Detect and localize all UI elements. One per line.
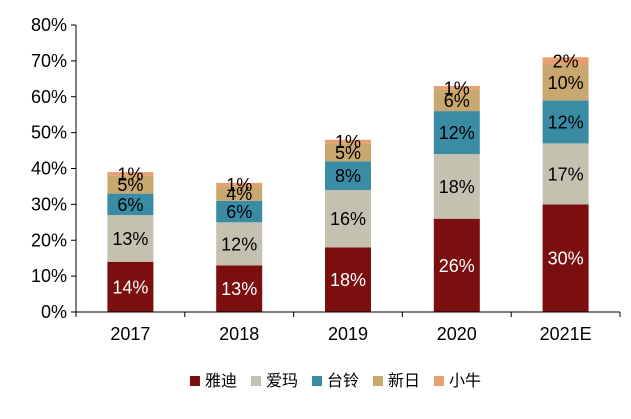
data-label: 26% <box>439 256 475 276</box>
bar-segment <box>216 200 263 223</box>
data-label: 1% <box>117 164 143 184</box>
bar-segment <box>107 175 154 194</box>
bar-segment <box>542 57 589 65</box>
legend-swatch <box>311 376 322 386</box>
legend-swatch <box>373 376 384 386</box>
data-labels: 14%13%6%5%1%13%12%6%4%1%18%16%8%5%1%26%1… <box>112 51 583 299</box>
data-label: 6% <box>117 195 143 215</box>
bar-segment <box>107 261 154 312</box>
bar-segment <box>542 204 589 312</box>
y-tick-label: 50% <box>31 123 67 143</box>
data-label: 18% <box>439 177 475 197</box>
legend-swatch <box>189 376 200 386</box>
data-label: 12% <box>548 112 584 132</box>
y-tick-label: 80% <box>31 15 67 35</box>
bar-segment <box>216 222 263 266</box>
legend-label: 台铃 <box>327 371 359 390</box>
bar-segment <box>542 143 589 205</box>
bar-segment <box>325 139 371 144</box>
bar-segment <box>325 247 371 312</box>
data-label: 6% <box>444 91 470 111</box>
bar-segment <box>325 143 371 162</box>
bar-segment <box>107 172 154 176</box>
bar-segment <box>433 218 480 312</box>
x-axis-ticks: 2017 2018 2019 2020 2021E <box>75 312 621 344</box>
y-tick-label: 40% <box>31 159 67 179</box>
x-tick-label: 2017 <box>110 324 150 344</box>
bar-segment <box>107 215 154 262</box>
x-tick-label: 2019 <box>328 324 368 344</box>
data-label: 5% <box>117 175 143 195</box>
x-tick-label: 2018 <box>219 324 259 344</box>
legend-item: 新日 <box>373 371 420 390</box>
data-label: 30% <box>548 249 584 269</box>
y-tick-label: 10% <box>31 266 67 286</box>
bar-segment <box>542 64 589 101</box>
data-label: 1% <box>444 78 470 98</box>
bar-segment <box>433 154 480 219</box>
bar-segment <box>216 182 263 187</box>
data-label: 17% <box>548 164 584 184</box>
bars-layer <box>107 57 589 312</box>
data-label: 13% <box>112 229 148 249</box>
data-label: 12% <box>221 234 257 254</box>
x-tick-label: 2021E <box>540 324 592 344</box>
bar-segment <box>325 190 371 248</box>
data-label: 12% <box>439 123 475 143</box>
data-label: 6% <box>226 202 252 222</box>
y-tick-label: 60% <box>31 87 67 107</box>
x-tick-label: 2020 <box>437 324 477 344</box>
legend-label: 小牛 <box>449 371 481 390</box>
data-label: 4% <box>226 184 252 204</box>
bar-segment <box>325 161 371 191</box>
data-label: 14% <box>112 277 148 297</box>
legend-item: 台铃 <box>311 371 359 390</box>
bar-segment <box>107 193 154 216</box>
y-tick-label: 70% <box>31 51 67 71</box>
data-label: 10% <box>548 73 584 93</box>
legend-swatch <box>434 376 445 386</box>
data-label: 8% <box>335 166 361 186</box>
legend-label: 新日 <box>388 371 420 390</box>
bar-segment <box>433 89 480 112</box>
legend-item: 爱玛 <box>250 371 298 390</box>
legend-item: 雅迪 <box>189 371 237 390</box>
bar-segment <box>433 111 480 155</box>
data-label: 18% <box>330 270 366 290</box>
data-label: 1% <box>335 132 361 152</box>
bar-segment <box>542 100 589 144</box>
bar-segment <box>216 265 263 312</box>
legend: 雅迪 爱玛 台铃 新日 小牛 <box>189 371 481 390</box>
bar-segment <box>216 186 263 201</box>
y-tick-label: 30% <box>31 194 67 214</box>
y-tick-label: 0% <box>41 302 67 322</box>
y-axis-ticks: 0% 10% 20% 30% 40% 50% 60% 70% 80% <box>31 15 76 322</box>
data-label: 1% <box>226 175 252 195</box>
data-label: 2% <box>553 51 579 71</box>
legend-item: 小牛 <box>434 371 481 390</box>
bar-segment <box>433 85 480 90</box>
legend-label: 爱玛 <box>266 371 298 390</box>
data-label: 5% <box>335 143 361 163</box>
data-label: 16% <box>330 209 366 229</box>
data-label: 13% <box>221 279 257 299</box>
legend-label: 雅迪 <box>205 371 237 390</box>
legend-swatch <box>250 376 261 386</box>
y-tick-label: 20% <box>31 230 67 250</box>
